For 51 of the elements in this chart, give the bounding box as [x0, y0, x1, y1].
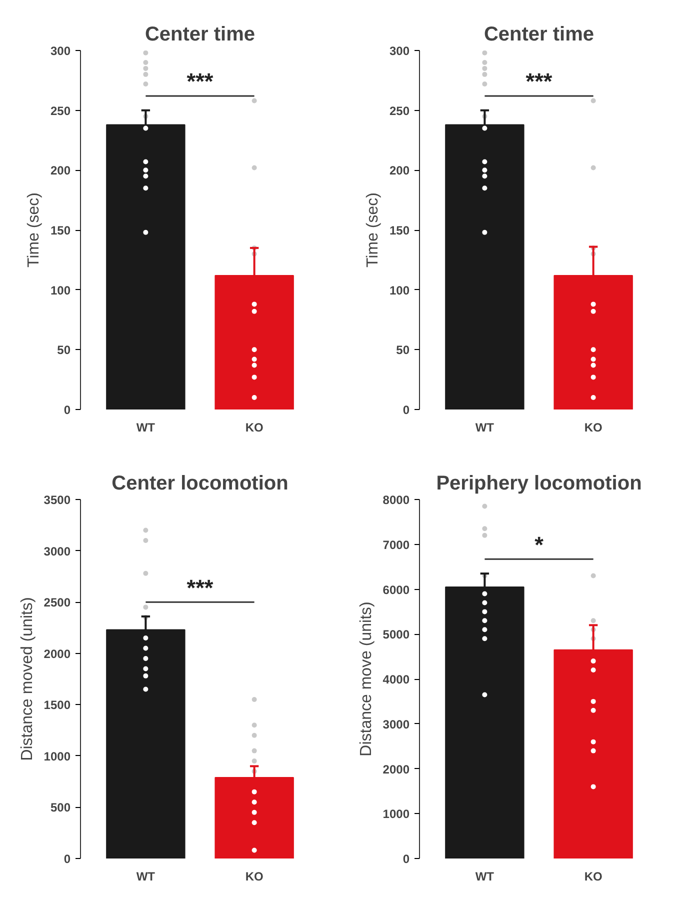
y-tick-label: 2000 — [44, 646, 71, 661]
y-tick-label: 100 — [50, 283, 71, 298]
y-tick-label: 200 — [389, 164, 410, 178]
y-tick-label: 0 — [64, 852, 71, 866]
y-tick-label: 300 — [50, 44, 71, 58]
y-tick-label: 250 — [50, 104, 71, 118]
x-tick-label: WT — [475, 870, 495, 884]
y-tick-label: 1000 — [44, 749, 71, 764]
chart-title: Center time — [144, 24, 256, 46]
y-tick-label: 200 — [50, 164, 71, 178]
y-tick-label: 5000 — [382, 628, 410, 642]
y-axis-title: Time (sec) — [25, 192, 42, 268]
y-tick-label: 0 — [402, 403, 410, 417]
y-tick-label: 1000 — [382, 807, 410, 822]
x-tick-label: WT — [136, 870, 156, 884]
y-tick-label: 150 — [50, 224, 71, 238]
y-axis-title: Distance moved (units) — [18, 597, 36, 761]
y-tick-label: 8000 — [382, 493, 410, 507]
y-tick-label: 150 — [389, 224, 410, 238]
x-tick-label: KO — [584, 870, 602, 884]
chart-title: Periphery locomotion — [436, 472, 642, 494]
y-tick-label: 500 — [50, 800, 71, 815]
y-tick-label: 250 — [389, 104, 410, 118]
x-tick-label: WT — [136, 420, 156, 434]
chart-title: Center locomotion — [112, 472, 288, 494]
y-axis-title: Distance move (units) — [358, 602, 375, 756]
y-tick-label: 300 — [389, 44, 410, 58]
y-tick-label: 4000 — [382, 672, 410, 686]
x-tick-label: KO — [245, 870, 264, 884]
annotation: * — [534, 531, 544, 558]
x-tick-label: KO — [584, 420, 602, 434]
y-tick-label: 3500 — [44, 493, 71, 507]
y-tick-label: 0 — [402, 852, 410, 866]
annotation: *** — [186, 68, 214, 94]
annotation: *** — [186, 574, 214, 600]
y-tick-label: 3000 — [382, 717, 410, 732]
y-tick-label: 2500 — [44, 596, 71, 610]
y-tick-label: 0 — [64, 403, 71, 417]
x-tick-label: KO — [245, 420, 264, 434]
y-tick-label: 100 — [389, 283, 410, 298]
x-tick-label: WT — [475, 420, 495, 434]
y-tick-label: 1500 — [44, 698, 71, 712]
y-tick-label: 3000 — [44, 544, 71, 558]
y-tick-label: 2000 — [382, 762, 410, 776]
y-axis-title: Time (sec) — [364, 192, 382, 268]
chart-title: Center time — [484, 24, 594, 46]
annotation: *** — [526, 68, 552, 94]
y-tick-label: 6000 — [382, 582, 410, 597]
y-tick-label: 50 — [396, 343, 410, 358]
y-tick-label: 50 — [57, 343, 71, 358]
y-tick-label: 7000 — [382, 538, 410, 552]
